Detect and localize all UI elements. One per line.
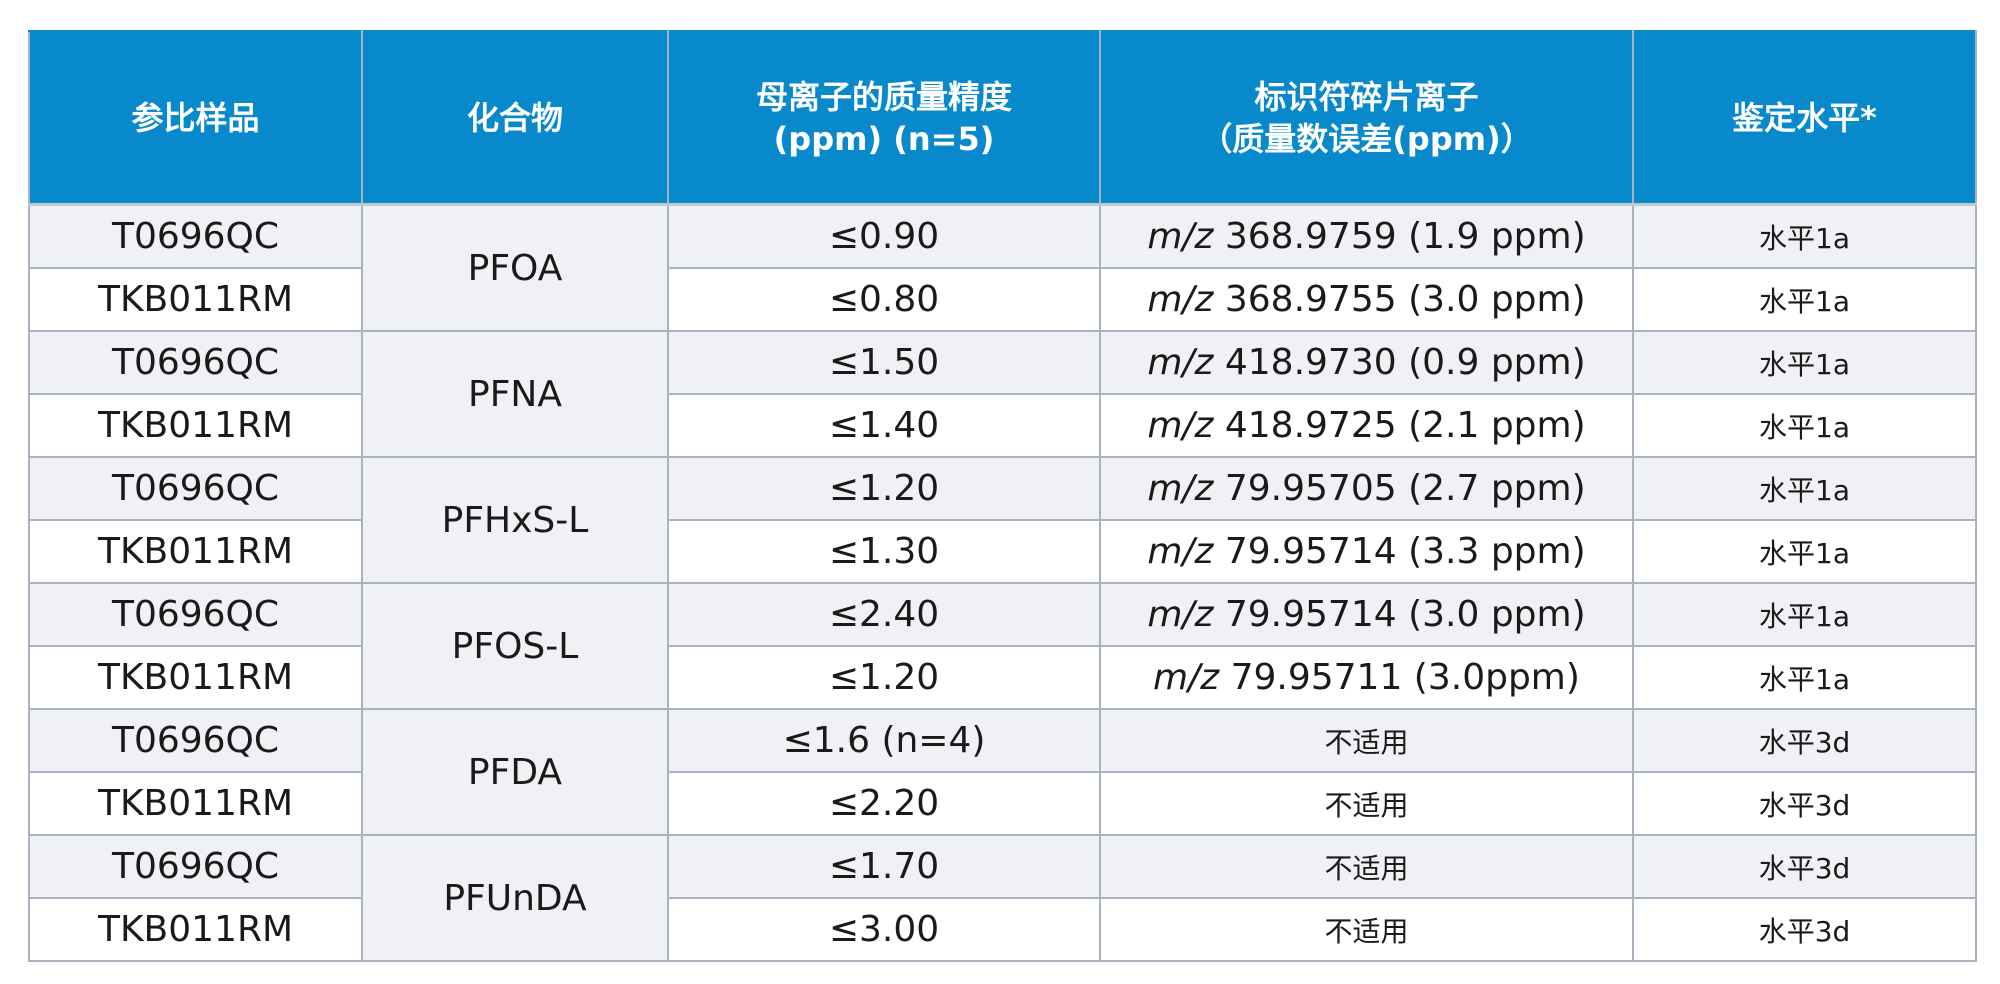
- compound-cell: PFUnDA: [361, 834, 669, 962]
- reference-sample-cell: T0696QC: [28, 834, 363, 899]
- table-row: TKB011RM ≤3.00 不适用 水平3d: [28, 897, 1977, 962]
- mz-label: m/z: [1147, 342, 1214, 383]
- fragment-value: 368.9755 (3.0 ppm): [1224, 279, 1586, 320]
- fragment-value: 79.95711 (3.0ppm): [1230, 657, 1580, 698]
- mass-accuracy-cell: ≤1.50: [667, 330, 1101, 395]
- header-reference-sample: 参比样品: [28, 30, 363, 206]
- fragment-value: 79.95714 (3.3 ppm): [1224, 531, 1586, 572]
- mass-accuracy-cell: ≤1.6 (n=4): [667, 708, 1101, 773]
- fragment-value: 79.95705 (2.7 ppm): [1224, 468, 1586, 509]
- reference-sample-cell: TKB011RM: [28, 897, 363, 962]
- reference-sample-cell: T0696QC: [28, 708, 363, 773]
- compound-cell: PFOS-L: [361, 582, 669, 710]
- fragment-value: 418.9730 (0.9 ppm): [1224, 342, 1586, 383]
- table-row: TKB011RM ≤1.20 m/z 79.95711 (3.0ppm) 水平1a: [28, 645, 1977, 710]
- table-row: T0696QC PFUnDA ≤1.70 不适用 水平3d: [28, 834, 1977, 962]
- table-row: T0696QC PFHxS-L ≤1.20 m/z 79.95705 (2.7 ppm…: [28, 456, 1977, 584]
- reference-sample-cell: TKB011RM: [28, 771, 363, 836]
- header-fragment-ion: 标识符碎片离子 （质量数误差(ppm)）: [1099, 30, 1634, 206]
- mz-label: m/z: [1147, 216, 1214, 257]
- table-row: TKB011RM ≤1.40 m/z 418.9725 (2.1 ppm) 水平1a: [28, 393, 1977, 458]
- reference-sample-cell: TKB011RM: [28, 393, 363, 458]
- reference-sample-cell: TKB011RM: [28, 267, 363, 332]
- mass-accuracy-cell: ≤1.40: [667, 393, 1101, 458]
- header-row: 参比样品 化合物 母离子的质量精度 (ppm) (n=5) 标识符碎片离子 （质…: [28, 30, 1977, 206]
- fragment-value: 不适用: [1324, 851, 1409, 885]
- mz-label: m/z: [1147, 531, 1214, 572]
- identification-level-cell: 水平1a: [1632, 582, 1977, 647]
- table-row: T0696QC PFDA ≤1.6 (n=4) 不适用 水平3d: [28, 708, 1977, 836]
- reference-sample-cell: T0696QC: [28, 456, 363, 521]
- identification-level-cell: 水平1a: [1632, 519, 1977, 584]
- fragment-ion-cell: m/z 79.95714 (3.3 ppm): [1099, 519, 1634, 584]
- fragment-ion-cell: m/z 79.95714 (3.0 ppm): [1099, 582, 1634, 647]
- mass-accuracy-cell: ≤0.90: [667, 203, 1101, 269]
- fragment-ion-cell: m/z 368.9759 (1.9 ppm): [1099, 203, 1634, 269]
- identification-level-cell: 水平3d: [1632, 708, 1977, 773]
- fragment-ion-cell: 不适用: [1099, 897, 1634, 962]
- fragment-value: 不适用: [1324, 788, 1409, 822]
- fragment-ion-cell: m/z 79.95711 (3.0ppm): [1099, 645, 1634, 710]
- table-body: T0696QC PFOA ≤0.90 m/z 368.9759 (1.9 ppm) 水平…: [28, 203, 1977, 962]
- reference-sample-cell: T0696QC: [28, 203, 363, 269]
- header-mass-accuracy: 母离子的质量精度 (ppm) (n=5): [667, 30, 1101, 206]
- mass-accuracy-cell: ≤1.20: [667, 645, 1101, 710]
- table-row: TKB011RM ≤2.20 不适用 水平3d: [28, 771, 1977, 836]
- fragment-value: 不适用: [1324, 725, 1409, 759]
- table-row: TKB011RM ≤1.30 m/z 79.95714 (3.3 ppm) 水平1a: [28, 519, 1977, 584]
- identification-level-cell: 水平1a: [1632, 203, 1977, 269]
- fragment-ion-cell: 不适用: [1099, 708, 1634, 773]
- fragment-ion-cell: m/z 368.9755 (3.0 ppm): [1099, 267, 1634, 332]
- header-identification-level: 鉴定水平*: [1632, 30, 1977, 206]
- identification-level-cell: 水平1a: [1632, 393, 1977, 458]
- mz-label: m/z: [1153, 657, 1220, 698]
- compound-cell: PFHxS-L: [361, 456, 669, 584]
- fragment-value: 不适用: [1324, 914, 1409, 948]
- fragment-ion-cell: m/z 418.9730 (0.9 ppm): [1099, 330, 1634, 395]
- mass-accuracy-cell: ≤1.70: [667, 834, 1101, 899]
- fragment-ion-cell: 不适用: [1099, 771, 1634, 836]
- identification-level-cell: 水平1a: [1632, 456, 1977, 521]
- table-row: TKB011RM ≤0.80 m/z 368.9755 (3.0 ppm) 水平1a: [28, 267, 1977, 332]
- mz-label: m/z: [1147, 468, 1214, 509]
- fragment-value: 418.9725 (2.1 ppm): [1224, 405, 1586, 446]
- reference-sample-cell: TKB011RM: [28, 519, 363, 584]
- table-row: T0696QC PFOS-L ≤2.40 m/z 79.95714 (3.0 ppm)…: [28, 582, 1977, 710]
- mass-accuracy-cell: ≤1.30: [667, 519, 1101, 584]
- fragment-value: 368.9759 (1.9 ppm): [1224, 216, 1586, 257]
- compound-cell: PFNA: [361, 330, 669, 458]
- identification-level-cell: 水平3d: [1632, 834, 1977, 899]
- compound-cell: PFOA: [361, 203, 669, 332]
- table-header: 参比样品 化合物 母离子的质量精度 (ppm) (n=5) 标识符碎片离子 （质…: [28, 30, 1977, 206]
- fragment-value: 79.95714 (3.0 ppm): [1224, 594, 1586, 635]
- identification-level-cell: 水平1a: [1632, 330, 1977, 395]
- fragment-ion-cell: 不适用: [1099, 834, 1634, 899]
- compound-cell: PFDA: [361, 708, 669, 836]
- identification-level-cell: 水平1a: [1632, 267, 1977, 332]
- fragment-ion-cell: m/z 79.95705 (2.7 ppm): [1099, 456, 1634, 521]
- mass-accuracy-cell: ≤1.20: [667, 456, 1101, 521]
- fragment-ion-cell: m/z 418.9725 (2.1 ppm): [1099, 393, 1634, 458]
- reference-sample-cell: TKB011RM: [28, 645, 363, 710]
- mz-label: m/z: [1147, 405, 1214, 446]
- header-compound: 化合物: [361, 30, 669, 206]
- mz-label: m/z: [1147, 279, 1214, 320]
- identification-level-cell: 水平3d: [1632, 897, 1977, 962]
- identification-level-cell: 水平1a: [1632, 645, 1977, 710]
- table-row: T0696QC PFOA ≤0.90 m/z 368.9759 (1.9 ppm) 水平…: [28, 203, 1977, 332]
- mass-accuracy-cell: ≤0.80: [667, 267, 1101, 332]
- reference-sample-cell: T0696QC: [28, 582, 363, 647]
- mass-accuracy-cell: ≤3.00: [667, 897, 1101, 962]
- results-table: 参比样品 化合物 母离子的质量精度 (ppm) (n=5) 标识符碎片离子 （质…: [28, 30, 1977, 962]
- mz-label: m/z: [1147, 594, 1214, 635]
- identification-level-cell: 水平3d: [1632, 771, 1977, 836]
- mass-accuracy-cell: ≤2.20: [667, 771, 1101, 836]
- mass-accuracy-cell: ≤2.40: [667, 582, 1101, 647]
- reference-sample-cell: T0696QC: [28, 330, 363, 395]
- table-row: T0696QC PFNA ≤1.50 m/z 418.9730 (0.9 ppm) 水平…: [28, 330, 1977, 458]
